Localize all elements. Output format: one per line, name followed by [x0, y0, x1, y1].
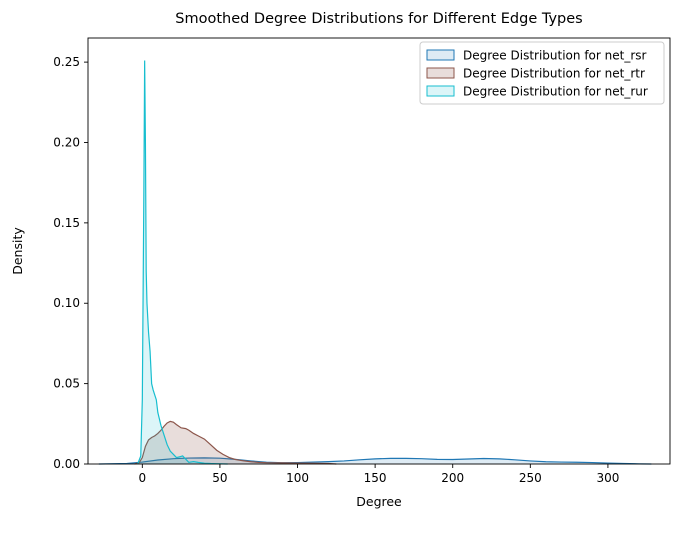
series-layer: [98, 60, 652, 465]
y-tick-label: 0.25: [53, 55, 80, 69]
legend: Degree Distribution for net_rsr Degree Di…: [419, 41, 665, 105]
x-tick-label: 150: [364, 471, 387, 485]
legend-label-1: Degree Distribution for net_rtr: [463, 67, 645, 81]
legend-swatch-1: [426, 67, 455, 79]
x-tick-label: 100: [286, 471, 309, 485]
y-tick-label: 0.00: [53, 457, 80, 471]
legend-label-2: Degree Distribution for net_rur: [463, 85, 648, 99]
y-tick-label: 0.10: [53, 296, 80, 310]
series-area-1: [134, 421, 337, 464]
series-line-0: [98, 457, 652, 465]
x-tick-label: 250: [519, 471, 542, 485]
legend-swatch-2: [426, 85, 455, 97]
plot-frame: [87, 37, 671, 465]
x-tick-label: 50: [212, 471, 227, 485]
legend-label-0: Degree Distribution for net_rsr: [463, 49, 647, 63]
y-axis-label: Density: [10, 227, 25, 275]
y-tick-label: 0.05: [53, 377, 80, 391]
x-axis: 0 50 100 150 200 250 300: [138, 464, 619, 485]
x-axis-label: Degree: [356, 494, 402, 509]
y-tick-label: 0.15: [53, 216, 80, 230]
y-tick-label: 0.20: [53, 135, 80, 149]
y-axis: 0.00 0.05 0.10 0.15 0.20 0.25: [53, 55, 88, 471]
series-line-1: [134, 420, 337, 465]
legend-box: [419, 41, 665, 105]
series-area-0: [98, 457, 652, 464]
chart-title: Smoothed Degree Distributions for Differ…: [175, 11, 582, 27]
x-tick-label: 200: [441, 471, 464, 485]
series-area-2: [137, 60, 228, 464]
x-tick-label: 0: [138, 471, 146, 485]
legend-swatch-0: [426, 49, 455, 61]
x-tick-label: 300: [596, 471, 619, 485]
series-line-2: [137, 60, 228, 465]
